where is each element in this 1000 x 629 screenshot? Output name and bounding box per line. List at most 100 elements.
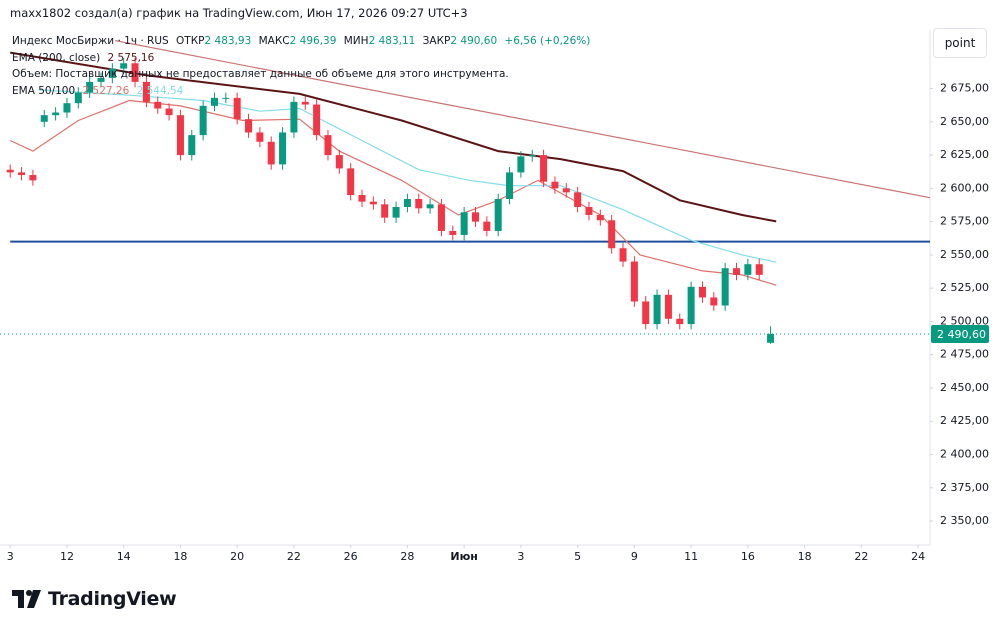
candle-body	[233, 97, 241, 120]
ohlc-value: 2 483,11	[368, 35, 416, 47]
candle-body	[506, 172, 514, 200]
y-tick-label: 2 675,00	[940, 82, 989, 95]
candle-body	[97, 77, 105, 82]
y-tick-label: 2 400,00	[940, 448, 989, 461]
candle-body	[664, 294, 672, 319]
candle-body	[653, 294, 661, 325]
indicator-value: 2 575,16	[107, 51, 155, 64]
ohlc-label: ОТКР	[176, 35, 205, 47]
point-button[interactable]: point	[933, 28, 987, 58]
indicator-value: 2 544,54	[136, 84, 184, 97]
candle-body	[86, 81, 94, 93]
ohlc-value: 2 496,39	[289, 35, 337, 47]
ema-line	[38, 89, 777, 263]
candle-body	[245, 119, 253, 133]
candle-body	[710, 297, 718, 306]
candle-body	[551, 181, 559, 189]
candle-body	[630, 261, 638, 302]
candle-body	[392, 206, 400, 218]
candle-body	[120, 63, 128, 69]
y-tick-label: 2 375,00	[940, 481, 989, 494]
y-tick-label: 2 575,00	[940, 215, 989, 228]
x-tick-label: 24	[911, 550, 925, 563]
candle-body	[290, 101, 298, 133]
candle-body	[347, 168, 355, 196]
candle-body	[188, 135, 196, 156]
y-tick-label: 2 650,00	[940, 115, 989, 128]
candle-body	[279, 132, 287, 165]
trend-line	[115, 40, 931, 199]
x-tick-label: 12	[60, 550, 74, 563]
candle-body	[494, 199, 502, 231]
candle-body	[619, 248, 627, 262]
y-tick-label: 2 525,00	[940, 281, 989, 294]
candle-body	[256, 132, 264, 142]
candle-body	[29, 175, 37, 181]
candle-body	[324, 135, 332, 156]
ema-line	[9, 99, 777, 286]
y-tick-label: 2 475,00	[940, 348, 989, 361]
candle-body	[585, 206, 593, 215]
candle-body	[687, 286, 695, 325]
candle-body	[483, 221, 491, 231]
candle-body	[369, 201, 377, 205]
candle-body	[733, 268, 741, 275]
y-tick-label: 2 350,00	[940, 514, 989, 527]
y-tick-label: 2 425,00	[940, 414, 989, 427]
ohlc-label: МИН	[343, 35, 369, 47]
change: +6,56 (+0,26%)	[504, 35, 591, 47]
credit: maxx1802 создал(а) график на TradingView…	[10, 6, 468, 20]
x-tick-label: 11	[684, 550, 698, 563]
candle-body	[40, 115, 48, 122]
symbol: Индекс МосБиржи · 1ч · RUS	[12, 35, 169, 47]
legend-row: EMA 50/100 2 527,26 2 544,54	[12, 83, 594, 100]
candle-body	[176, 115, 184, 156]
x-tick-label: 20	[230, 550, 244, 563]
x-tick-label: 9	[631, 550, 638, 563]
candle-body	[767, 333, 775, 343]
y-tick-label: 2 625,00	[940, 148, 989, 161]
legend-row: Объем: Поставщик данных не предоставляет…	[12, 66, 594, 83]
candle-body	[528, 155, 536, 157]
candle-body	[574, 192, 582, 207]
candle-body	[698, 286, 706, 298]
candle-body	[18, 172, 26, 176]
candle-body	[562, 188, 570, 193]
indicator-value: 2 527,26	[82, 84, 130, 97]
legend-row: Индекс МосБиржи · 1ч · RUS ОТКР2 483,93 …	[12, 33, 594, 50]
candle-body	[6, 169, 14, 173]
candle-body	[517, 156, 525, 173]
legend: Индекс МосБиржи · 1ч · RUS ОТКР2 483,93 …	[12, 33, 594, 99]
y-tick-label: 2 450,00	[940, 381, 989, 394]
logo-icon	[12, 590, 41, 608]
candle-body	[744, 264, 752, 275]
last-price-box	[931, 324, 989, 343]
candle-body	[460, 212, 468, 235]
x-tick-label: 22	[287, 550, 301, 563]
candle-body	[222, 97, 230, 99]
candle-body	[381, 204, 389, 218]
indicator-name: EMA (200, close)	[12, 51, 101, 64]
x-tick-label: 26	[344, 550, 358, 563]
candle-body	[131, 63, 139, 82]
x-tick-label: 18	[173, 550, 187, 563]
ohlc-label: ЗАКР	[422, 35, 451, 47]
legend-row: EMA (200, close) 2 575,16	[12, 50, 594, 67]
x-tick-label: 3	[517, 550, 524, 563]
candle-body	[165, 108, 173, 116]
volume-note: Объем: Поставщик данных не предоставляет…	[12, 68, 509, 80]
logo: TradingView	[12, 588, 177, 610]
candle-body	[154, 101, 162, 109]
candle-body	[267, 141, 275, 165]
candle-body	[74, 92, 82, 104]
candle-body	[313, 104, 321, 136]
candle-body	[403, 199, 411, 207]
candle-body	[721, 268, 729, 306]
x-tick-label: 5	[574, 550, 581, 563]
last-price-label: 2 490,60	[937, 328, 986, 341]
y-tick-label: 2 600,00	[940, 181, 989, 194]
x-tick-label: 28	[400, 550, 414, 563]
ohlc-value: 2 483,93	[204, 35, 252, 47]
